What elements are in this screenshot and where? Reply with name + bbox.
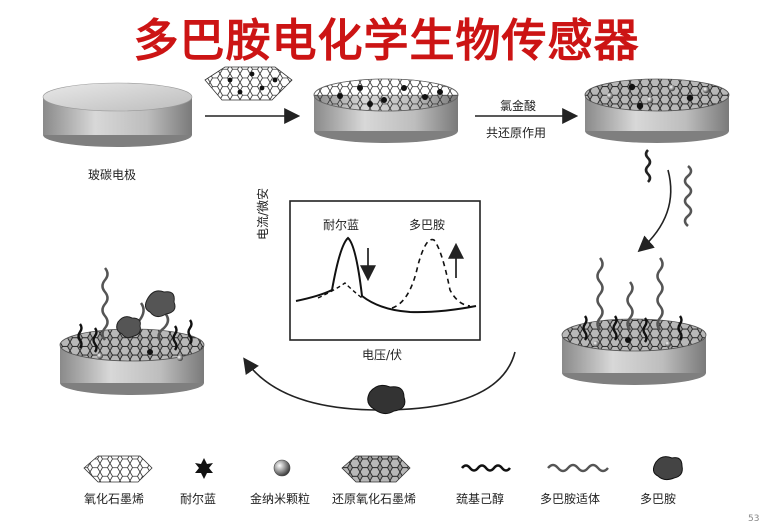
arrow-step-3 [640, 170, 671, 250]
legend-gold-nanoparticle-icon [274, 460, 290, 476]
peak-label-nile-blue: 耐尔蓝 [323, 216, 359, 233]
legend-dopamine-blob-icon [653, 457, 682, 480]
legend-graphene-oxide-sheet-icon [84, 456, 152, 482]
legend-label: 金纳米颗粒 [250, 490, 310, 507]
go-modified-electrode [314, 79, 458, 143]
peak-label-dopamine: 多巴胺 [409, 216, 445, 233]
arrow-bottom-label: 共还原作用 [486, 124, 546, 141]
bare-electrode [43, 83, 192, 147]
voltammetry-inset [290, 201, 480, 340]
dopamine-bound-electrode [60, 268, 204, 395]
legend-label: 氧化石墨烯 [84, 490, 144, 507]
aptamer-modified-electrode [562, 258, 706, 385]
graphene-sheet-floating [205, 67, 292, 100]
rgo-gold-electrode [585, 79, 729, 143]
legend-label: 还原氧化石墨烯 [332, 490, 416, 507]
y-axis-label: 电流/微安 [254, 188, 271, 240]
legend-nile-blue-star-icon [195, 458, 213, 479]
legend-dopamine-aptamer-icon [548, 465, 608, 471]
legend-label: 巯基己醇 [456, 490, 504, 507]
legend-label: 耐尔蓝 [180, 490, 216, 507]
legend-reduced-graphene-oxide-icon [342, 456, 410, 482]
legend-label: 多巴胺 [640, 490, 676, 507]
floating-aptamers [646, 150, 691, 226]
electrode-label: 玻碳电极 [88, 166, 136, 183]
arrow-top-label: 氯金酸 [500, 97, 536, 114]
legend-label: 多巴胺适体 [540, 490, 600, 507]
x-axis-label: 电压/伏 [362, 346, 402, 363]
legend-mercaptohexanol-icon [462, 466, 510, 471]
